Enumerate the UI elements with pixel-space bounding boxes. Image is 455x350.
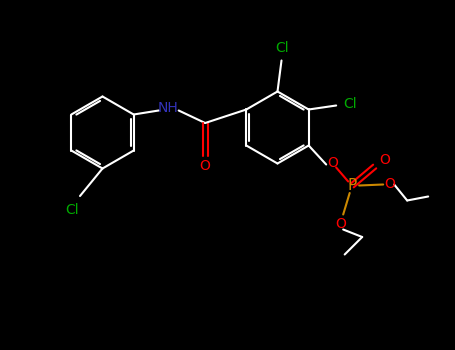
Text: O: O [200, 160, 211, 174]
Text: O: O [385, 176, 395, 190]
Text: O: O [336, 217, 347, 231]
Text: NH: NH [157, 101, 178, 115]
Text: O: O [328, 156, 339, 170]
Text: P: P [348, 178, 357, 193]
Text: O: O [379, 154, 390, 168]
Text: Cl: Cl [66, 203, 79, 217]
Text: Cl: Cl [276, 41, 289, 55]
Text: Cl: Cl [343, 98, 356, 112]
